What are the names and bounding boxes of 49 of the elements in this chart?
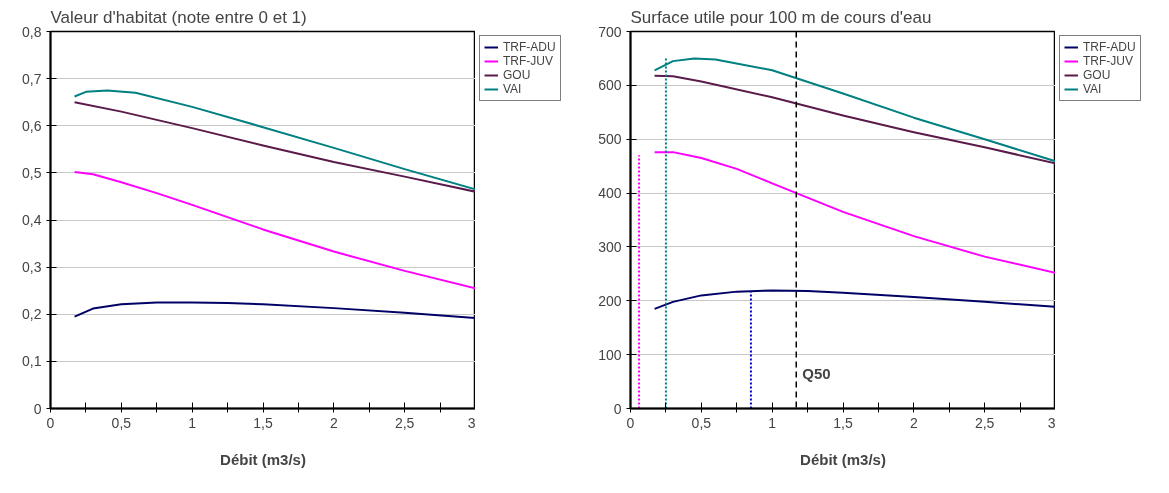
legend-label: GOU xyxy=(503,68,531,82)
x-tick-label: 0 xyxy=(626,414,635,431)
x-axis-title: Débit (m3/s) xyxy=(220,450,306,468)
legend-label: VAI xyxy=(503,82,523,96)
chart-title: Surface utile pour 100 m de cours d'eau xyxy=(630,7,932,27)
line-series xyxy=(653,74,1055,165)
legend-label: TRF-ADU xyxy=(1083,40,1136,54)
chart-title: Valeur d'habitat (note entre 0 et 1) xyxy=(50,7,307,27)
y-tick-label: 0,7 xyxy=(22,70,42,87)
x-tick-label: 2,5 xyxy=(974,414,995,431)
line-series xyxy=(653,289,1055,310)
y-tick-label: 0 xyxy=(33,400,42,417)
x-tick-label: 0,5 xyxy=(691,414,712,431)
line-series xyxy=(73,170,475,290)
y-tick-label: 0,1 xyxy=(22,353,42,370)
x-tick-label: 1 xyxy=(768,414,777,431)
legend-label: VAI xyxy=(1083,82,1103,96)
x-tick-label: 0,5 xyxy=(111,414,132,431)
y-tick-label: 0,4 xyxy=(22,212,42,228)
x-tick-label: 3 xyxy=(1047,414,1056,431)
ref-line-label: Q50 xyxy=(802,365,831,383)
x-tick-label: 1 xyxy=(188,414,197,431)
y-tick-label: 500 xyxy=(598,131,622,148)
x-tick-label: 0 xyxy=(46,414,55,431)
x-axis-title: Débit (m3/s) xyxy=(800,450,886,468)
line-series xyxy=(73,301,475,320)
legend-label: GOU xyxy=(1083,68,1111,82)
y-tick-label: 0 xyxy=(613,400,622,417)
y-tick-label: 400 xyxy=(598,185,622,202)
x-tick-label: 2 xyxy=(909,414,918,431)
y-tick-label: 0,8 xyxy=(22,23,42,40)
legend-label: TRF-JUV xyxy=(503,54,553,68)
y-tick-label: 0,3 xyxy=(22,259,42,276)
y-tick-label: 0,5 xyxy=(22,164,42,181)
line-series xyxy=(653,151,1055,274)
x-tick-label: 2,5 xyxy=(394,414,415,431)
legend-label: TRF-ADU xyxy=(503,40,556,54)
legend-label: TRF-JUV xyxy=(1083,54,1133,68)
x-tick-label: 1,5 xyxy=(253,414,273,431)
y-tick-label: 100 xyxy=(598,346,622,363)
y-tick-label: 0,2 xyxy=(22,306,42,323)
x-tick-label: 1,5 xyxy=(833,414,853,431)
y-tick-label: 700 xyxy=(598,23,622,40)
y-tick-label: 600 xyxy=(598,77,622,94)
x-tick-label: 2 xyxy=(329,414,338,431)
y-tick-label: 0,6 xyxy=(22,117,42,134)
y-tick-label: 200 xyxy=(598,292,622,309)
y-tick-label: 300 xyxy=(598,238,622,255)
x-tick-label: 3 xyxy=(467,414,476,431)
